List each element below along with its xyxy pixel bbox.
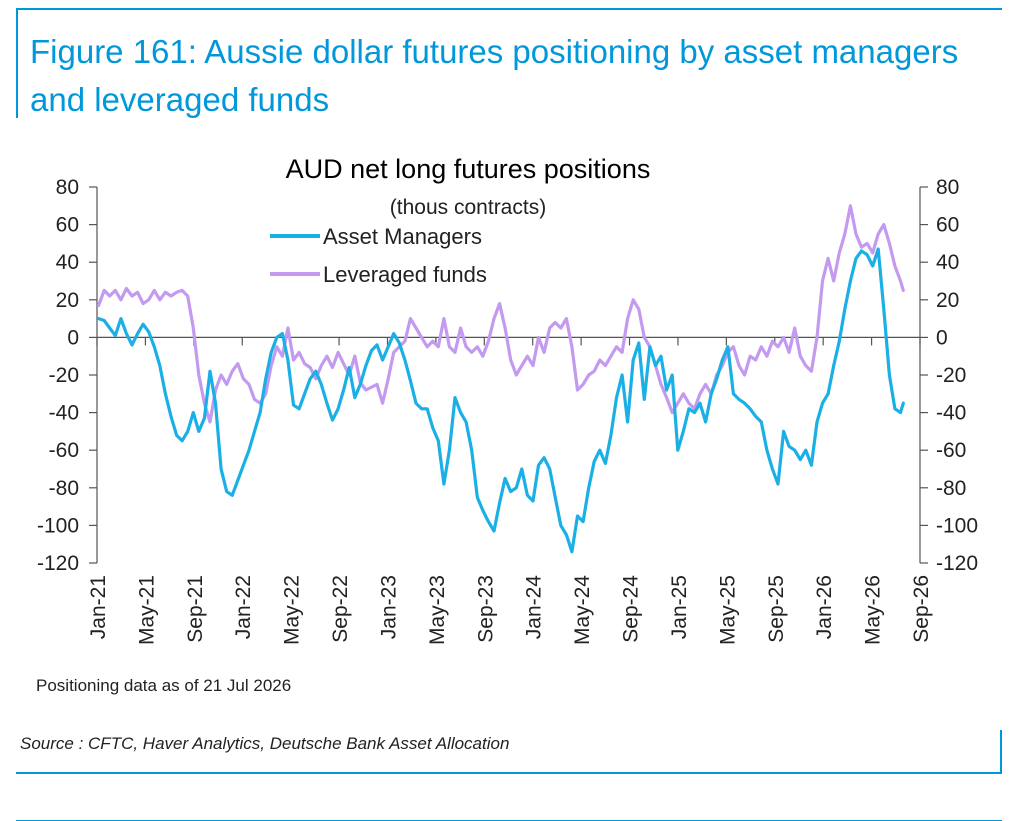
legend: Asset Managers Leveraged funds (270, 224, 487, 287)
y-tick-label-left: 60 (56, 214, 79, 237)
y-tick-label-right: -80 (936, 477, 966, 500)
x-tick-label: Jan-25 (668, 575, 691, 639)
figure-title: Figure 161: Aussie dollar futures positi… (30, 33, 959, 118)
y-tick-label-left: -20 (49, 364, 79, 387)
y-axis-right: -120 -100 -80 -60 -40 -20 0 20 40 60 80 (919, 176, 978, 575)
y-tick-label-right: -120 (936, 552, 978, 575)
y-tick-label-left: -120 (37, 552, 79, 575)
x-tick-label: Sep-21 (184, 575, 207, 643)
y-tick-label-left: 0 (67, 326, 79, 349)
source-note: Source : CFTC, Haver Analytics, Deutsche… (20, 734, 510, 753)
x-tick-label: Sep-26 (910, 575, 933, 643)
y-tick-label-right: -20 (936, 364, 966, 387)
x-tick-label: Jan-24 (523, 575, 546, 640)
x-tick-label: May-24 (571, 575, 594, 645)
x-tick-label: Sep-22 (329, 575, 352, 643)
x-tick-label: Jan-22 (232, 575, 255, 639)
y-tick-label-left: -40 (49, 402, 79, 425)
x-tick-label: May-21 (135, 575, 158, 645)
chart-subtitle: (thous contracts) (390, 196, 546, 219)
x-tick-label: May-26 (862, 575, 885, 645)
y-tick-label-right: -100 (936, 514, 978, 537)
y-axis-left: -120 -100 -80 -60 -40 -20 0 20 40 60 80 (37, 176, 98, 575)
y-tick-label-left: -100 (37, 514, 79, 537)
series-line-leveraged-funds (97, 204, 905, 424)
x-tick-label: Sep-23 (474, 575, 497, 643)
series-layer (97, 204, 905, 554)
frame-right-rule (1000, 730, 1002, 774)
x-tick-label: Jan-26 (813, 575, 836, 639)
y-tick-label-right: 80 (936, 176, 959, 199)
y-tick-label-right: -60 (936, 439, 966, 462)
x-tick-label: May-22 (281, 575, 304, 645)
y-tick-label-right: 0 (936, 326, 948, 349)
chart-title: AUD net long futures positions (286, 154, 651, 184)
positioning-note: Positioning data as of 21 Jul 2026 (36, 676, 292, 695)
frame-bottom-rule (16, 772, 1002, 774)
x-tick-label: Jan-21 (87, 575, 110, 639)
series-line-asset-managers (97, 247, 905, 554)
frame-left-rule (16, 8, 18, 118)
y-tick-label-left: -80 (49, 477, 79, 500)
x-tick-label: Sep-25 (765, 575, 788, 643)
legend-label-asset-managers: Asset Managers (323, 224, 482, 249)
y-tick-label-left: 80 (56, 176, 79, 199)
y-tick-label-right: 20 (936, 289, 959, 312)
x-axis: Jan-21 May-21 Sep-21 Jan-22 May-22 Sep-22 Jan-… (87, 336, 933, 645)
y-tick-label-left: -60 (49, 439, 79, 462)
x-tick-label: Jan-23 (377, 575, 400, 639)
legend-label-leveraged-funds: Leveraged funds (323, 262, 487, 287)
y-tick-label-right: 60 (936, 214, 959, 237)
frame-top-rule (16, 8, 1002, 10)
chart: AUD net long futures positions (thous co… (37, 154, 978, 645)
y-tick-label-left: 20 (56, 289, 79, 312)
y-tick-label-left: 40 (56, 251, 79, 274)
x-tick-label: May-25 (716, 575, 739, 645)
y-tick-label-right: 40 (936, 251, 959, 274)
x-tick-label: Sep-24 (620, 575, 643, 643)
x-tick-label: May-23 (426, 575, 449, 645)
y-tick-label-right: -40 (936, 402, 966, 425)
